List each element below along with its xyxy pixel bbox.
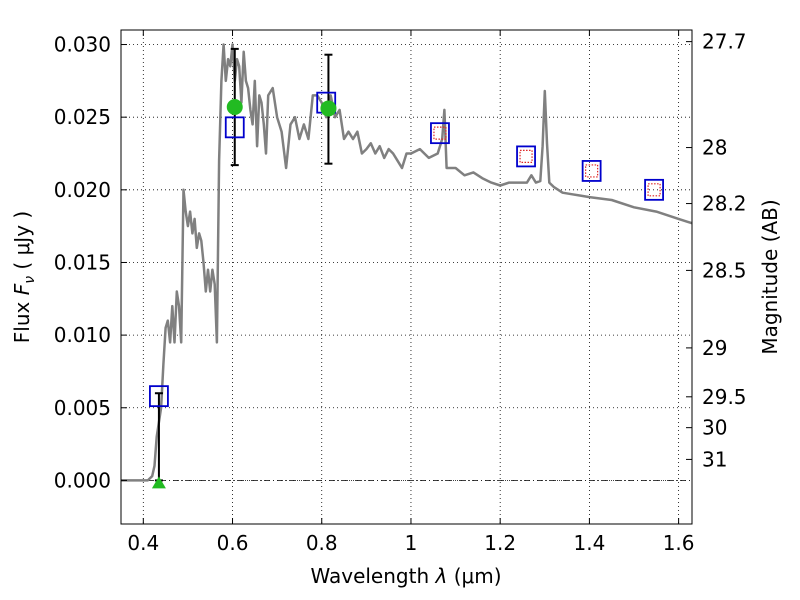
upper-limit-marker-0 xyxy=(151,476,166,489)
model-box-3 xyxy=(430,122,450,145)
x-axis-label: Wavelength λ (μm) xyxy=(310,564,501,588)
model-box-1 xyxy=(224,116,245,139)
tick-labels: 0.4 0.6 0.8 1 1.2 1.4 1.6 0.000 0.005 0.010 0.015 0… xyxy=(54,30,747,555)
y2-axis-label: Magnitude (AB) xyxy=(758,199,782,354)
grid xyxy=(121,30,692,524)
plot-content xyxy=(121,43,692,489)
mag-tick-label-3: 28.5 xyxy=(702,258,747,282)
mag-tick-label-2: 28.2 xyxy=(702,192,747,216)
mag-tick-label-7: 31 xyxy=(702,447,727,471)
x-tick-label-5: 1.4 xyxy=(573,531,605,555)
plot-area xyxy=(121,43,692,489)
x-tick-label-3: 1 xyxy=(405,531,418,555)
y-tick-label-1: 0.005 xyxy=(54,396,111,420)
y-tick-label-5: 0.025 xyxy=(54,105,111,129)
y-tick-label-4: 0.020 xyxy=(54,178,111,202)
detection-point-1 xyxy=(320,100,337,117)
x-tick-label-2: 0.8 xyxy=(306,531,338,555)
x-tick-label-0: 0.4 xyxy=(127,531,159,555)
x-tick-label-4: 1.2 xyxy=(484,531,516,555)
synthetic-box-1 xyxy=(519,149,533,164)
mag-tick-label-4: 29 xyxy=(702,336,727,360)
y-tick-label-6: 0.030 xyxy=(54,33,111,57)
sed-line xyxy=(121,43,692,482)
synthetic-box-0 xyxy=(433,126,447,140)
axes-frame xyxy=(120,29,693,525)
ticks xyxy=(121,30,692,524)
x-tick-label-6: 1.6 xyxy=(663,531,695,555)
model-box-6 xyxy=(644,178,664,201)
mag-tick-label-1: 28 xyxy=(702,136,727,160)
model-box-0 xyxy=(149,385,169,408)
synthetic-box-2 xyxy=(585,164,599,178)
mag-tick-label-6: 30 xyxy=(702,416,727,440)
mag-tick-label-0: 27.7 xyxy=(702,30,747,54)
detection-point-0 xyxy=(226,99,243,116)
y-tick-label-2: 0.010 xyxy=(54,323,111,347)
x-tick-label-1: 0.6 xyxy=(217,531,249,555)
y-tick-label-0: 0.000 xyxy=(54,468,111,492)
model-box-4 xyxy=(516,145,536,168)
mag-tick-label-5: 29.5 xyxy=(702,385,747,409)
y-tick-label-3: 0.015 xyxy=(54,250,111,274)
y-axis-label: Flux Fν ( μJy ) xyxy=(10,211,38,343)
synthetic-box-3 xyxy=(647,183,661,197)
model-box-5 xyxy=(581,160,602,182)
